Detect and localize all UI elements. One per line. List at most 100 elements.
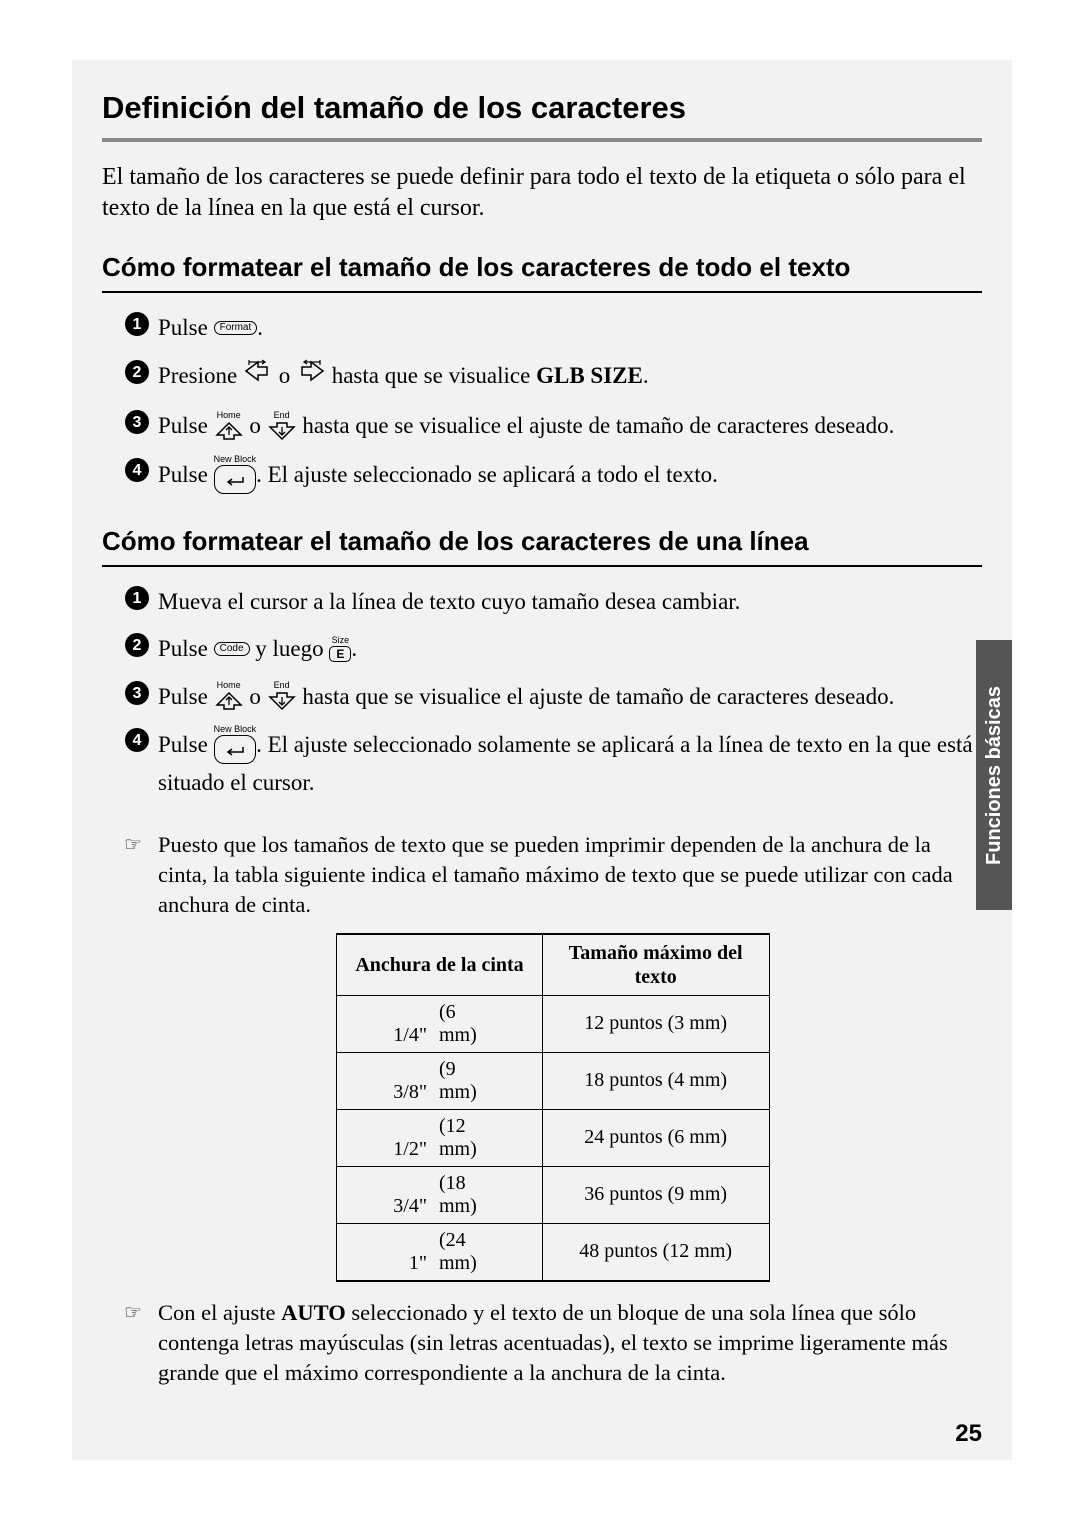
step-b1: 1 Mueva el cursor a la línea de texto cu… xyxy=(124,585,982,618)
glb-size-label: GLB SIZE xyxy=(536,363,643,388)
table-cell-size: 12 puntos (3 mm) xyxy=(542,995,769,1052)
note-1-text: Puesto que los tamaños de texto que se p… xyxy=(158,830,982,921)
svg-text:1: 1 xyxy=(133,316,142,333)
left-arrow-key-icon xyxy=(243,358,273,393)
header-2-text: Tamaño máximo del texto xyxy=(561,941,751,989)
step-number-icon: 1 xyxy=(124,585,158,611)
text-fragment: Pulse xyxy=(158,636,214,661)
note-icon: ☞ xyxy=(124,1298,158,1327)
svg-text:4: 4 xyxy=(133,462,142,479)
intro-text: El tamaño de los caracteres se puede def… xyxy=(102,162,982,224)
table-cell-size: 24 puntos (6 mm) xyxy=(542,1109,769,1166)
text-fragment: hasta que se visualice el ajuste de tama… xyxy=(297,684,895,709)
step-a4: 4 Pulse New Block. El ajuste seleccionad… xyxy=(124,457,982,496)
key-top-label: End xyxy=(274,411,290,420)
svg-text:3: 3 xyxy=(133,685,142,702)
step-number-icon: 2 xyxy=(124,632,158,658)
title-rule xyxy=(102,138,982,142)
note-2: ☞ Con el ajuste AUTO seleccionado y el t… xyxy=(124,1298,982,1389)
svg-text:2: 2 xyxy=(133,637,142,654)
note-1: ☞ Puesto que los tamaños de texto que se… xyxy=(124,830,982,921)
step-a1: 1 Pulse Format. xyxy=(124,311,982,344)
tape-width-table: Anchura de la cinta Tamaño máximo del te… xyxy=(336,933,769,1282)
text-fragment: o xyxy=(244,684,267,709)
side-tab-label: Funciones básicas xyxy=(983,686,1006,865)
down-arrow-key-icon: End xyxy=(267,681,297,711)
table-row: 1/4"(6 mm)12 puntos (3 mm) xyxy=(337,995,769,1052)
text-fragment: Pulse xyxy=(158,462,214,487)
step-b4: 4 Pulse New Block. El ajuste seleccionad… xyxy=(124,727,982,799)
table-cell-width: 3/4"(18 mm) xyxy=(337,1166,542,1223)
svg-text:2: 2 xyxy=(133,364,142,381)
step-number-icon: 1 xyxy=(124,311,158,337)
auto-label: AUTO xyxy=(281,1300,346,1325)
text-fragment: . xyxy=(351,636,357,661)
table-cell-size: 48 puntos (12 mm) xyxy=(542,1223,769,1281)
step-number-icon: 3 xyxy=(124,409,158,435)
up-arrow-key-icon: Home xyxy=(214,681,244,711)
table-cell-size: 36 puntos (9 mm) xyxy=(542,1166,769,1223)
code-key-icon: Code xyxy=(214,642,250,656)
text-fragment: hasta que se visualice xyxy=(326,363,536,388)
text-fragment: . xyxy=(257,315,263,340)
step-b3: 3 Pulse Home o End hasta que se visualic… xyxy=(124,680,982,714)
text-fragment: . El ajuste seleccionado se aplicará a t… xyxy=(256,462,718,487)
svg-text:4: 4 xyxy=(133,732,142,749)
step-a4-text: Pulse New Block. El ajuste seleccionado … xyxy=(158,457,982,496)
tape-width-table-wrap: Anchura de la cinta Tamaño máximo del te… xyxy=(124,933,982,1282)
text-fragment: o xyxy=(273,363,296,388)
step-b1-text: Mueva el cursor a la línea de texto cuyo… xyxy=(158,585,982,618)
down-arrow-key-icon: End xyxy=(267,411,297,441)
step-number-icon: 4 xyxy=(124,457,158,483)
text-fragment: Con el ajuste xyxy=(158,1300,281,1325)
text-fragment: hasta que se visualice el ajuste de tama… xyxy=(297,413,895,438)
step-number-icon: 3 xyxy=(124,680,158,706)
key-top-label: New Block xyxy=(214,725,257,734)
step-a3-text: Pulse Home o End hasta que se visualice … xyxy=(158,409,982,443)
right-arrow-key-icon xyxy=(296,358,326,393)
step-b2: 2 Pulse Code y luego SizeE. xyxy=(124,632,982,665)
text-fragment: Pulse xyxy=(158,315,214,340)
key-top-label: End xyxy=(274,681,290,690)
note-2-text: Con el ajuste AUTO seleccionado y el tex… xyxy=(158,1298,982,1389)
step-a2: 2 Presione o hasta que se visualice GLB … xyxy=(124,359,982,395)
page-title: Definición del tamaño de los caracteres xyxy=(102,90,982,126)
table-row: 1/2"(12 mm)24 puntos (6 mm) xyxy=(337,1109,769,1166)
section-a-steps: 1 Pulse Format. 2 Presione o hasta que s… xyxy=(124,311,982,495)
up-arrow-key-icon: Home xyxy=(214,411,244,441)
section-b-steps: 1 Mueva el cursor a la línea de texto cu… xyxy=(124,585,982,800)
table-cell-width: 3/8"(9 mm) xyxy=(337,1052,542,1109)
step-b2-text: Pulse Code y luego SizeE. xyxy=(158,632,982,665)
table-row: 3/8"(9 mm)18 puntos (4 mm) xyxy=(337,1052,769,1109)
format-key-icon: Format xyxy=(214,321,258,335)
table-cell-size: 18 puntos (4 mm) xyxy=(542,1052,769,1109)
text-fragment: . El ajuste seleccionado solamente se ap… xyxy=(158,732,973,795)
text-fragment: Pulse xyxy=(158,413,214,438)
note-icon: ☞ xyxy=(124,830,158,859)
section-a-rule xyxy=(102,291,982,293)
step-a2-text: Presione o hasta que se visualice GLB SI… xyxy=(158,359,982,395)
key-top-label: Home xyxy=(217,681,241,690)
notes-block: ☞ Puesto que los tamaños de texto que se… xyxy=(124,830,982,1389)
section-b-rule xyxy=(102,565,982,567)
page-number: 25 xyxy=(955,1420,982,1448)
table-cell-width: 1/4"(6 mm) xyxy=(337,995,542,1052)
text-fragment: . xyxy=(643,363,649,388)
manual-page: Definición del tamaño de los caracteres … xyxy=(72,60,1012,1460)
enter-key-icon: New Block xyxy=(214,455,257,494)
key-label: E xyxy=(329,646,351,662)
key-top-label: New Block xyxy=(214,455,257,464)
table-row: 1"(24 mm)48 puntos (12 mm) xyxy=(337,1223,769,1281)
side-tab: Funciones básicas xyxy=(976,640,1012,910)
e-key-icon: SizeE xyxy=(329,636,351,662)
text-fragment: Presione xyxy=(158,363,243,388)
text-fragment: o xyxy=(244,413,267,438)
svg-text:1: 1 xyxy=(133,590,142,607)
step-number-icon: 4 xyxy=(124,727,158,753)
section-b-heading: Cómo formatear el tamaño de los caracter… xyxy=(102,526,982,557)
table-row: 3/4"(18 mm)36 puntos (9 mm) xyxy=(337,1166,769,1223)
step-b4-text: Pulse New Block. El ajuste seleccionado … xyxy=(158,727,982,799)
step-number-icon: 2 xyxy=(124,359,158,385)
table-cell-width: 1"(24 mm) xyxy=(337,1223,542,1281)
text-fragment: Pulse xyxy=(158,732,214,757)
